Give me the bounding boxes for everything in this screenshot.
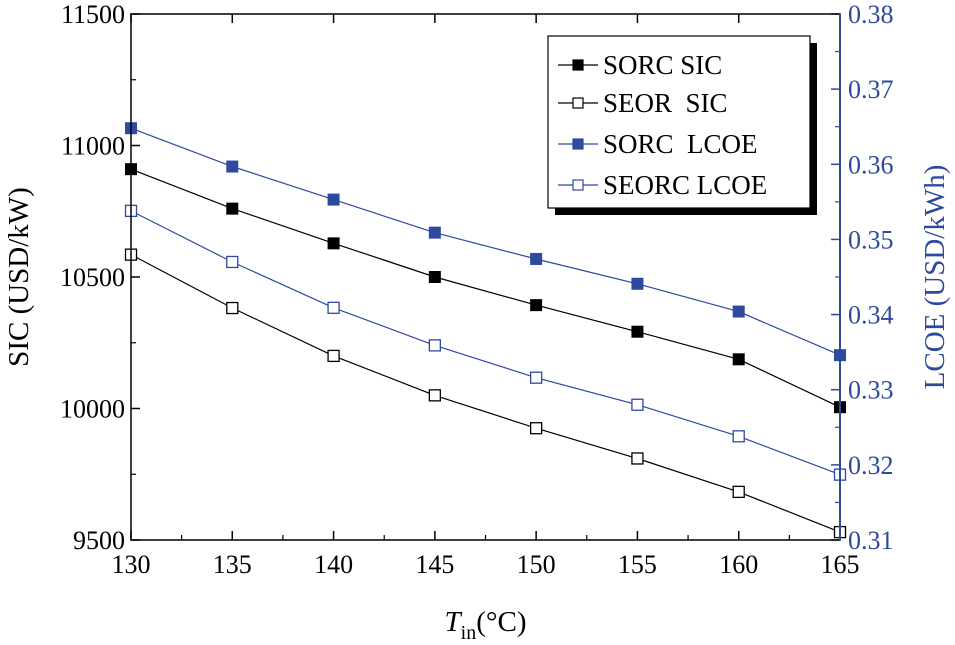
data-point (327, 193, 340, 206)
series-line (130, 127, 841, 356)
data-point (428, 339, 442, 352)
x-tick-label: 155 (618, 550, 657, 579)
data-point (732, 353, 745, 366)
series-line (130, 168, 841, 408)
x-tick-label: 145 (415, 550, 454, 579)
y-left-tick-label: 10500 (60, 263, 125, 292)
series-line (130, 210, 841, 476)
legend-marker (572, 138, 584, 150)
legend: SORC SIC SEOR SIC SORC LCOE SEORC LCOE (547, 35, 817, 215)
x-tick-label: 160 (719, 550, 758, 579)
data-point (631, 277, 644, 290)
data-point (327, 237, 340, 250)
y-left-tick-label: 10000 (60, 395, 125, 424)
data-point (327, 349, 340, 363)
y-right-tick-label: 0.32 (848, 451, 894, 480)
y-left-tick-label: 11500 (61, 0, 125, 29)
y-right-tick-label: 0.31 (848, 526, 894, 555)
data-point (530, 252, 543, 265)
data-point (428, 226, 441, 239)
data-point (428, 389, 442, 402)
data-point (529, 422, 543, 435)
data-point (631, 452, 644, 465)
x-axis-label-sub: in (461, 622, 477, 644)
legend-marker (572, 97, 584, 109)
y-right-tick-label: 0.33 (848, 376, 894, 405)
x-axis-label: Tin(°C) (445, 606, 527, 644)
y-left-tick-label: 11000 (61, 132, 125, 161)
legend-marker (572, 179, 584, 191)
data-point (732, 485, 745, 499)
y-axis-right-label: LCOE (USD/kWh) (919, 165, 951, 390)
y-right-tick-label: 0.36 (848, 150, 894, 179)
legend-label: SEOR SIC (603, 88, 728, 118)
x-axis-label-main: T (445, 606, 463, 638)
x-tick-label: 135 (213, 550, 252, 579)
data-point (226, 301, 239, 315)
tick-layer: 130 135 140 145 150 155 160 165 9500 10000 10500 11… (60, 0, 894, 579)
series-line (130, 254, 841, 533)
y-axis-left-label: SIC (USD/kW) (3, 187, 35, 367)
series-layer (124, 122, 847, 539)
x-tick-label: 150 (517, 550, 556, 579)
data-point (226, 160, 239, 173)
data-point (327, 301, 340, 314)
y-right-tick-label: 0.35 (848, 225, 894, 254)
legend-label: SEORC LCOE (603, 170, 767, 200)
x-tick-label: 130 (112, 550, 151, 579)
x-tick-label: 140 (314, 550, 353, 579)
legend-marker (572, 59, 584, 71)
y-right-tick-label: 0.37 (848, 75, 894, 104)
data-point (529, 371, 543, 384)
data-point (428, 271, 441, 283)
y-left-tick-label: 9500 (73, 526, 125, 555)
data-point (631, 398, 644, 411)
data-point (631, 325, 644, 338)
y-right-tick-label: 0.38 (848, 0, 894, 29)
x-tick-label: 165 (821, 550, 860, 579)
data-point (732, 305, 745, 318)
legend-label: SORC LCOE (603, 129, 758, 159)
x-axis-label-unit: (°C) (476, 606, 526, 638)
data-point (530, 299, 543, 312)
y-right-tick-label: 0.34 (848, 301, 894, 330)
data-point (732, 430, 745, 443)
data-point (226, 255, 239, 269)
legend-label: SORC SIC (603, 50, 722, 80)
data-point (226, 202, 239, 215)
